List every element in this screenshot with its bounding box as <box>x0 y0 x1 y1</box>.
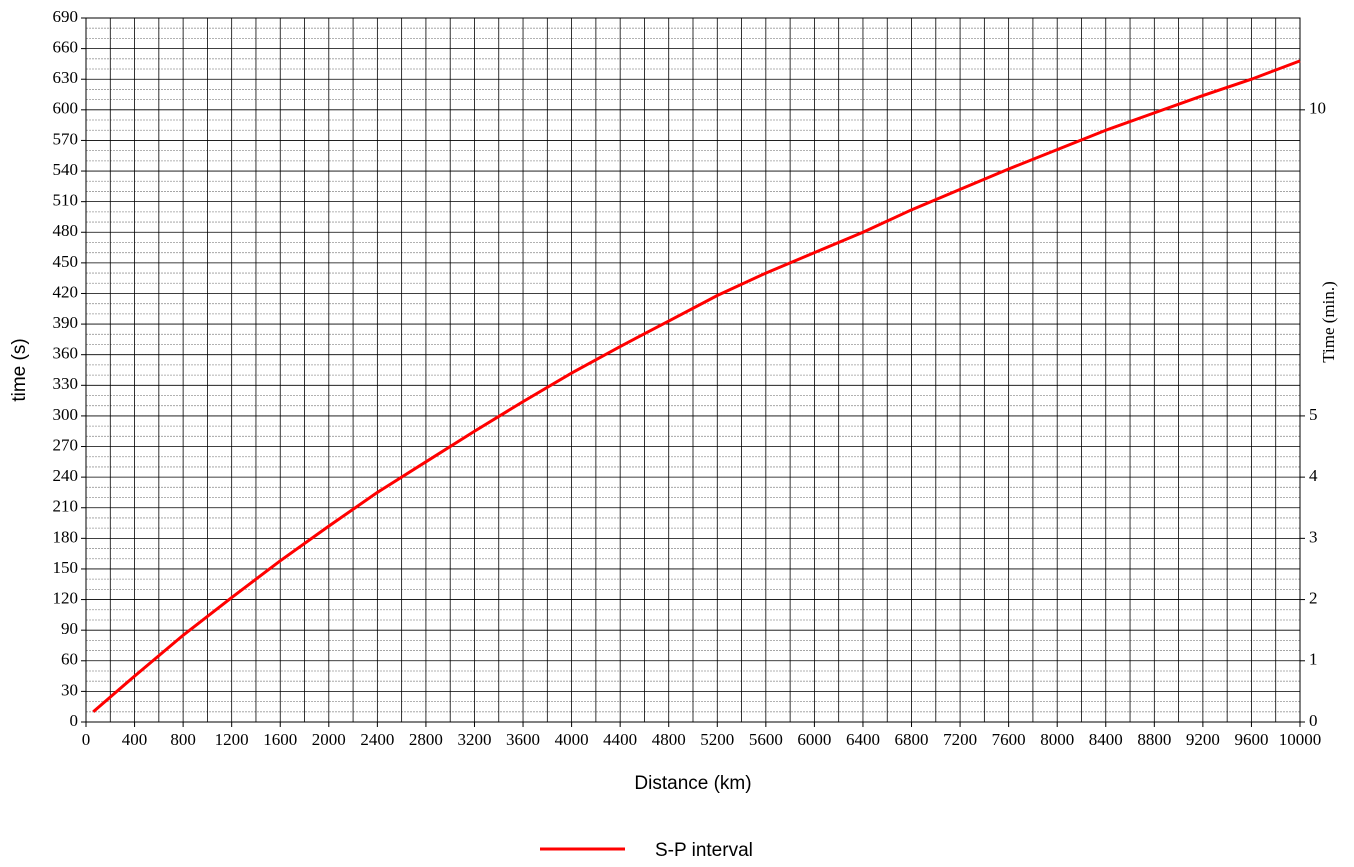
y-tick-label: 360 <box>53 344 79 363</box>
y2-tick-label: 2 <box>1309 588 1318 607</box>
x-tick-label: 9600 <box>1234 730 1268 749</box>
y-tick-label: 30 <box>61 680 78 699</box>
x-tick-label: 400 <box>122 730 148 749</box>
y-tick-label: 450 <box>53 252 79 271</box>
x-tick-label: 6400 <box>846 730 880 749</box>
y2-tick-label: 1 <box>1309 650 1318 669</box>
y-tick-label: 330 <box>53 374 79 393</box>
y-tick-label: 690 <box>53 7 79 26</box>
y2-tick-label: 10 <box>1309 99 1326 118</box>
x-tick-label: 1600 <box>263 730 297 749</box>
x-tick-label: 10000 <box>1279 730 1322 749</box>
y-tick-label: 60 <box>61 650 78 669</box>
x-tick-label: 8800 <box>1137 730 1171 749</box>
x-tick-label: 800 <box>170 730 196 749</box>
x-tick-label: 6800 <box>895 730 929 749</box>
plot-frame <box>85 17 1301 723</box>
y-tick-label: 630 <box>53 68 79 87</box>
y-tick-label: 90 <box>61 619 78 638</box>
x-tick-label: 6000 <box>797 730 831 749</box>
x-tick-label: 4000 <box>555 730 589 749</box>
y2-axis-label: Time (min.) <box>1319 281 1338 363</box>
x-tick-label: 1200 <box>215 730 249 749</box>
x-tick-label: 5600 <box>749 730 783 749</box>
x-tick-label: 2400 <box>360 730 394 749</box>
y-tick-label: 150 <box>53 558 79 577</box>
data-line <box>92 59 1301 713</box>
y-tick-label: 120 <box>53 588 79 607</box>
y-tick-label: 540 <box>53 160 79 179</box>
y-tick-label: 420 <box>53 282 79 301</box>
x-tick-label: 3600 <box>506 730 540 749</box>
y-tick-label: 600 <box>53 99 79 118</box>
y-tick-label: 300 <box>53 405 79 424</box>
x-axis-label: Distance (km) <box>634 773 751 794</box>
y2-tick-label: 5 <box>1309 405 1318 424</box>
y-tick-label: 270 <box>53 435 79 454</box>
x-tick-label: 8000 <box>1040 730 1074 749</box>
y-tick-label: 240 <box>53 466 79 485</box>
y-tick-label: 510 <box>53 191 79 210</box>
x-tick-label: 4400 <box>603 730 637 749</box>
x-tick-label: 7200 <box>943 730 977 749</box>
y-tick-label: 480 <box>53 221 79 240</box>
x-tick-label: 5200 <box>700 730 734 749</box>
y-tick-label: 660 <box>53 38 79 57</box>
y2-tick-label: 4 <box>1309 466 1318 485</box>
x-tick-label: 7600 <box>992 730 1026 749</box>
y2-tick-label: 0 <box>1309 711 1318 730</box>
x-tick-label: 4800 <box>652 730 686 749</box>
y-axis-label: time (s) <box>9 338 30 401</box>
x-tick-label: 2000 <box>312 730 346 749</box>
x-tick-label: 8400 <box>1089 730 1123 749</box>
x-tick-label: 2800 <box>409 730 443 749</box>
legend-label: S-P interval <box>655 840 753 861</box>
x-tick-label: 9200 <box>1186 730 1220 749</box>
y-tick-label: 390 <box>53 313 79 332</box>
x-tick-label: 0 <box>82 730 91 749</box>
y-tick-label: 180 <box>53 527 79 546</box>
x-tick-label: 3200 <box>457 730 491 749</box>
y-tick-label: 570 <box>53 129 79 148</box>
y-tick-label: 0 <box>70 711 79 730</box>
y-tick-label: 210 <box>53 497 79 516</box>
y2-tick-label: 3 <box>1309 527 1318 546</box>
